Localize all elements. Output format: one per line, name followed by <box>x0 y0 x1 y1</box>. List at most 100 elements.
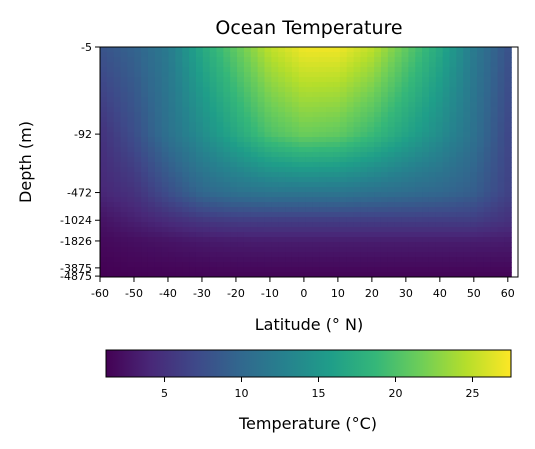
heatmap-cell <box>387 87 396 93</box>
heatmap-cell <box>504 117 512 123</box>
heatmap-cell <box>326 242 334 248</box>
heatmap-cell <box>161 222 170 228</box>
heatmap-cell <box>127 137 135 143</box>
heatmap-cell <box>408 72 416 78</box>
heatmap-cell <box>127 202 135 208</box>
heatmap-cell <box>182 87 190 93</box>
heatmap-cell <box>428 172 437 178</box>
heatmap-cell <box>319 257 327 263</box>
heatmap-cell <box>106 202 115 208</box>
heatmap-cell <box>250 202 259 208</box>
heatmap-cell <box>134 167 142 173</box>
heatmap-cell <box>120 252 129 258</box>
heatmap-cell <box>161 82 170 88</box>
heatmap-cell <box>394 47 403 53</box>
heatmap-cell <box>189 252 197 258</box>
heatmap-cell <box>490 127 499 133</box>
heatmap-cell <box>435 222 444 228</box>
heatmap-cell <box>264 47 272 53</box>
heatmap-cell <box>456 152 464 158</box>
heatmap-cell <box>408 77 416 83</box>
heatmap-cell <box>387 132 396 138</box>
heatmap-cell <box>312 272 320 277</box>
heatmap-cell <box>189 132 197 138</box>
heatmap-cell <box>346 202 355 208</box>
heatmap-cell <box>100 197 108 203</box>
heatmap-cell <box>401 217 409 223</box>
heatmap-cell <box>100 137 108 143</box>
heatmap-cell <box>463 97 471 103</box>
heatmap-cell <box>470 252 478 258</box>
heatmap-cell <box>216 147 224 153</box>
heatmap-cell <box>408 152 416 158</box>
heatmap-cell <box>264 82 272 88</box>
heatmap-cell <box>422 247 430 253</box>
heatmap-cell <box>449 172 457 178</box>
heatmap-cell <box>127 82 135 88</box>
heatmap-cell <box>435 242 444 248</box>
heatmap-cell <box>490 212 499 218</box>
heatmap-cell <box>394 52 403 58</box>
heatmap-cell <box>435 232 444 238</box>
heatmap-cell <box>476 67 485 73</box>
heatmap-cell <box>216 117 224 123</box>
heatmap-cell <box>209 207 218 213</box>
heatmap-cell <box>100 172 108 178</box>
heatmap-cell <box>100 167 108 173</box>
heatmap-cell <box>422 252 430 258</box>
heatmap-cell <box>154 67 163 73</box>
heatmap-cell <box>360 232 368 238</box>
heatmap-cell <box>141 192 149 198</box>
heatmap-cell <box>449 197 457 203</box>
heatmap-cell <box>278 137 286 143</box>
heatmap-cell <box>360 227 368 233</box>
heatmap-cell <box>127 167 135 173</box>
heatmap-cell <box>456 172 464 178</box>
heatmap-cell <box>305 77 314 83</box>
heatmap-cell <box>449 57 457 63</box>
heatmap-cell <box>394 227 403 233</box>
heatmap-cell <box>216 97 224 103</box>
heatmap-cell <box>326 107 334 113</box>
heatmap-cell <box>161 102 170 108</box>
heatmap-cell <box>168 242 176 248</box>
heatmap-cell <box>435 122 444 128</box>
heatmap-cell <box>319 87 327 93</box>
heatmap-cell <box>456 127 464 133</box>
heatmap-cell <box>161 117 170 123</box>
heatmap-cell <box>319 177 327 183</box>
heatmap-cell <box>463 147 471 153</box>
heatmap-cell <box>106 187 115 193</box>
heatmap-cell <box>449 127 457 133</box>
heatmap-cell <box>483 257 492 263</box>
heatmap-cell <box>216 227 224 233</box>
heatmap-cell <box>374 72 382 78</box>
heatmap-cell <box>141 137 149 143</box>
heatmap-cell <box>504 252 512 258</box>
heatmap-cell <box>291 172 300 178</box>
heatmap-cell <box>470 182 478 188</box>
heatmap-cell <box>504 152 512 158</box>
heatmap-cell <box>257 227 266 233</box>
heatmap-cell <box>463 192 471 198</box>
heatmap-cell <box>476 47 485 53</box>
heatmap-cell <box>161 192 170 198</box>
heatmap-cell <box>346 182 355 188</box>
heatmap-cell <box>353 162 362 168</box>
heatmap-cell <box>360 157 368 163</box>
heatmap-cell <box>476 232 485 238</box>
heatmap-cell <box>147 107 156 113</box>
heatmap-cell <box>189 47 197 53</box>
heatmap-cell <box>367 72 375 78</box>
heatmap-cell <box>326 232 334 238</box>
heatmap-cell <box>209 82 218 88</box>
heatmap-cell <box>305 217 314 223</box>
heatmap-cell <box>243 147 252 153</box>
heatmap-cell <box>312 77 320 83</box>
heatmap-cell <box>353 57 362 63</box>
heatmap-cell <box>257 117 266 123</box>
heatmap-cell <box>175 247 183 253</box>
heatmap-cell <box>278 262 286 268</box>
heatmap-cell <box>209 252 218 258</box>
heatmap-cell <box>353 267 362 273</box>
